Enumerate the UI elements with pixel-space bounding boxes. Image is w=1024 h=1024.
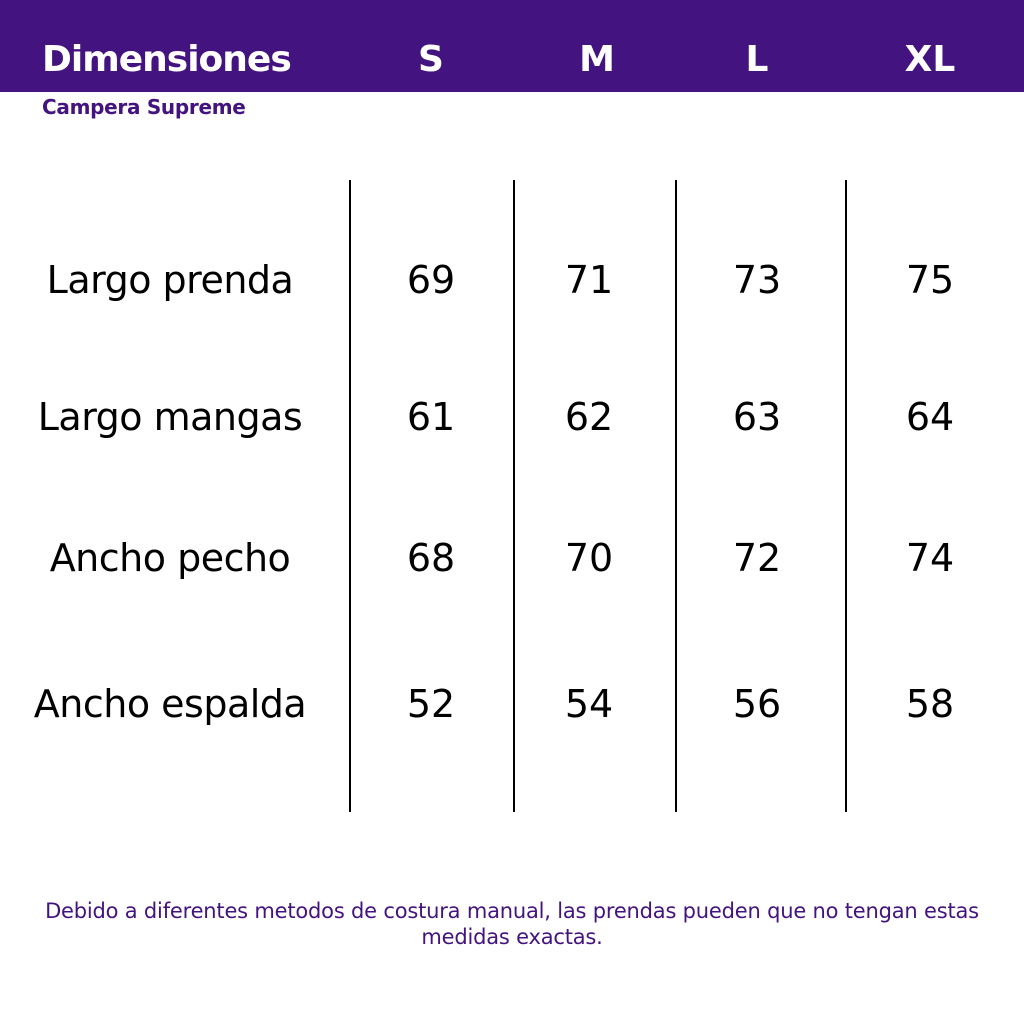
table-cell: 58 <box>905 682 955 726</box>
header-title: Dimensiones <box>42 39 292 80</box>
table-cell: 61 <box>406 395 456 439</box>
product-subtitle: Campera Supreme <box>42 95 246 119</box>
table-cell: 73 <box>732 258 782 302</box>
table-cell: 75 <box>905 258 955 302</box>
table-cell: 74 <box>905 536 955 580</box>
size-header-xl: XL <box>904 39 956 80</box>
size-header-m: M <box>579 39 615 80</box>
size-header-s: S <box>418 39 444 80</box>
table-cell: 52 <box>406 682 456 726</box>
row-label: Ancho espalda <box>33 682 307 726</box>
size-header-l: L <box>745 39 769 80</box>
column-divider <box>349 180 351 812</box>
table-cell: 62 <box>564 395 614 439</box>
row-label: Largo prenda <box>46 258 294 302</box>
footer-note: Debido a diferentes metodos de costura m… <box>45 899 979 949</box>
table-cell: 63 <box>732 395 782 439</box>
column-divider <box>513 180 515 812</box>
table-cell: 64 <box>905 395 955 439</box>
column-divider <box>845 180 847 812</box>
row-label: Largo mangas <box>37 395 303 439</box>
table-cell: 56 <box>732 682 782 726</box>
table-cell: 71 <box>564 258 614 302</box>
table-cell: 69 <box>406 258 456 302</box>
table-cell: 70 <box>564 536 614 580</box>
table-cell: 54 <box>564 682 614 726</box>
row-label: Ancho pecho <box>49 536 291 580</box>
table-cell: 72 <box>732 536 782 580</box>
header-bar: Dimensiones S M L XL <box>0 0 1024 92</box>
table-cell: 68 <box>406 536 456 580</box>
column-divider <box>675 180 677 812</box>
